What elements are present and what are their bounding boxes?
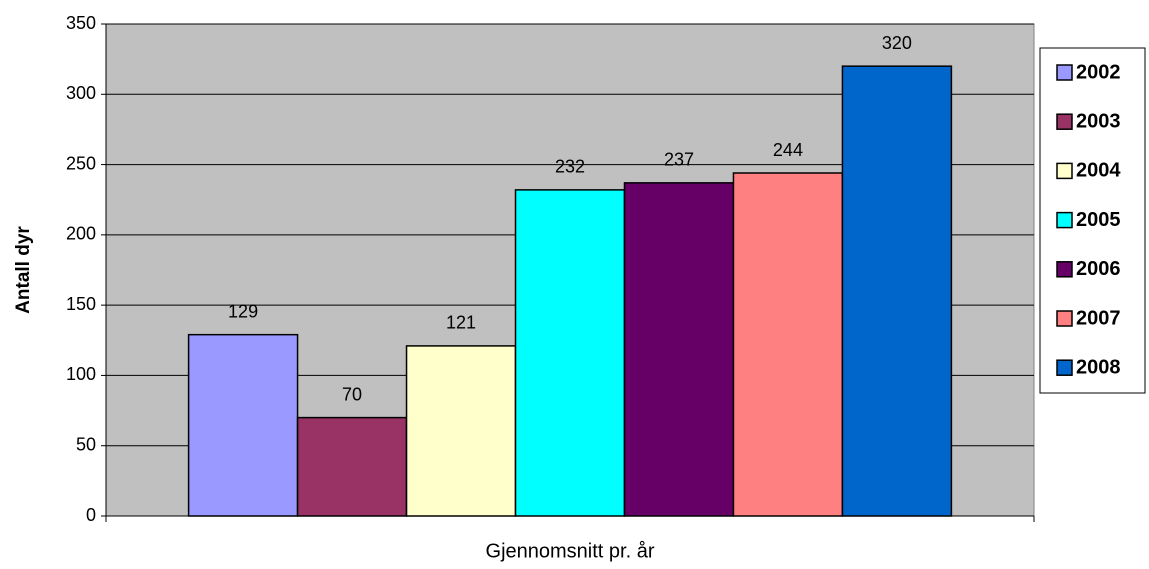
y-tick-label: 200: [66, 224, 96, 244]
x-tick-label: Gjennomsnitt pr. år: [486, 540, 655, 562]
legend-label: 2006: [1076, 258, 1121, 280]
data-label: 121: [446, 313, 476, 333]
legend-label: 2002: [1076, 61, 1121, 83]
data-label: 244: [773, 140, 803, 160]
bar: [514, 189, 626, 517]
bar: [732, 172, 844, 517]
legend-swatch: [1056, 113, 1073, 130]
y-tick-label: 0: [86, 505, 96, 525]
legend-swatch: [1056, 261, 1073, 278]
legend-label: 2008: [1076, 356, 1121, 378]
legend-label: 2003: [1076, 110, 1121, 132]
bar: [841, 65, 953, 517]
y-tick-label: 350: [66, 13, 96, 33]
legend-swatch: [1056, 359, 1073, 376]
bar: [296, 416, 408, 517]
bar: [187, 333, 299, 517]
data-label: 320: [882, 33, 912, 53]
data-label: 232: [555, 157, 585, 177]
data-label: 70: [342, 384, 362, 404]
y-tick-label: 50: [76, 434, 96, 454]
y-tick-label: 250: [66, 153, 96, 173]
legend-swatch: [1056, 310, 1073, 327]
y-tick-label: 100: [66, 364, 96, 384]
legend-swatch: [1056, 211, 1073, 229]
legend-swatch: [1056, 162, 1073, 180]
legend-swatch: [1056, 64, 1073, 81]
legend-label: 2005: [1076, 209, 1121, 231]
data-label: 129: [228, 301, 258, 321]
legend-label: 2007: [1076, 307, 1121, 329]
data-label: 237: [664, 150, 694, 170]
bar: [623, 182, 735, 517]
y-tick-label: 150: [66, 294, 96, 314]
bar: [405, 345, 517, 517]
y-tick-label: 300: [66, 83, 96, 103]
legend-label: 2004: [1076, 160, 1121, 182]
y-axis-title: Antall dyr: [13, 226, 34, 314]
